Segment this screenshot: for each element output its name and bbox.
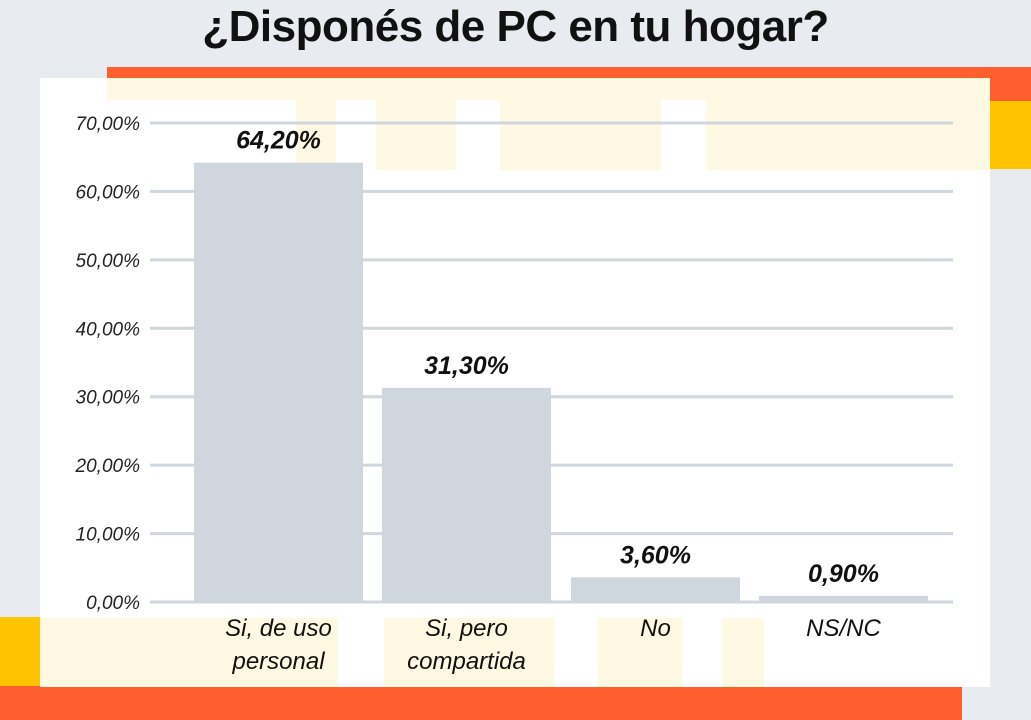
- decor-yellow-block-right: [990, 101, 1031, 169]
- chart-title: ¿Disponés de PC en tu hogar?: [202, 2, 829, 51]
- y-tick-label: 20,00%: [75, 456, 141, 477]
- bar: [194, 162, 363, 602]
- decor-yellow-block-left: [0, 617, 42, 687]
- tint-block-2: [376, 100, 456, 170]
- bar: [759, 595, 928, 602]
- x-category-label: compartida: [407, 648, 526, 675]
- y-tick-label: 40,00%: [76, 319, 141, 340]
- y-tick-label: 10,00%: [76, 525, 141, 546]
- x-category-label: personal: [231, 648, 325, 675]
- x-category-label: Si, de uso: [225, 615, 332, 642]
- y-tick-label: 70,00%: [76, 114, 141, 135]
- x-category-label: NS/NC: [806, 615, 881, 642]
- tint-block-1: [296, 100, 336, 170]
- tint-bottom-4: [722, 618, 764, 687]
- tint-bottom-2: [384, 618, 554, 687]
- data-label: 0,90%: [808, 560, 879, 588]
- x-category-label: Si, pero: [425, 615, 508, 642]
- data-label: 3,60%: [620, 541, 691, 569]
- bar: [382, 387, 551, 602]
- y-tick-label: 0,00%: [86, 593, 140, 614]
- tint-bottom-3: [598, 618, 682, 687]
- y-tick-label: 30,00%: [76, 388, 141, 409]
- tint-top-strip: [107, 78, 990, 100]
- y-tick-label: 50,00%: [76, 251, 141, 272]
- bar: [571, 577, 740, 602]
- x-category-label: No: [640, 615, 671, 642]
- tint-block-4: [706, 100, 990, 170]
- data-label: 64,20%: [236, 127, 321, 155]
- tint-block-3: [500, 100, 661, 170]
- decor-orange-band-bottom: [0, 686, 962, 720]
- data-label: 31,30%: [424, 352, 509, 380]
- y-tick-label: 60,00%: [76, 182, 141, 203]
- tint-bottom-1: [40, 618, 338, 687]
